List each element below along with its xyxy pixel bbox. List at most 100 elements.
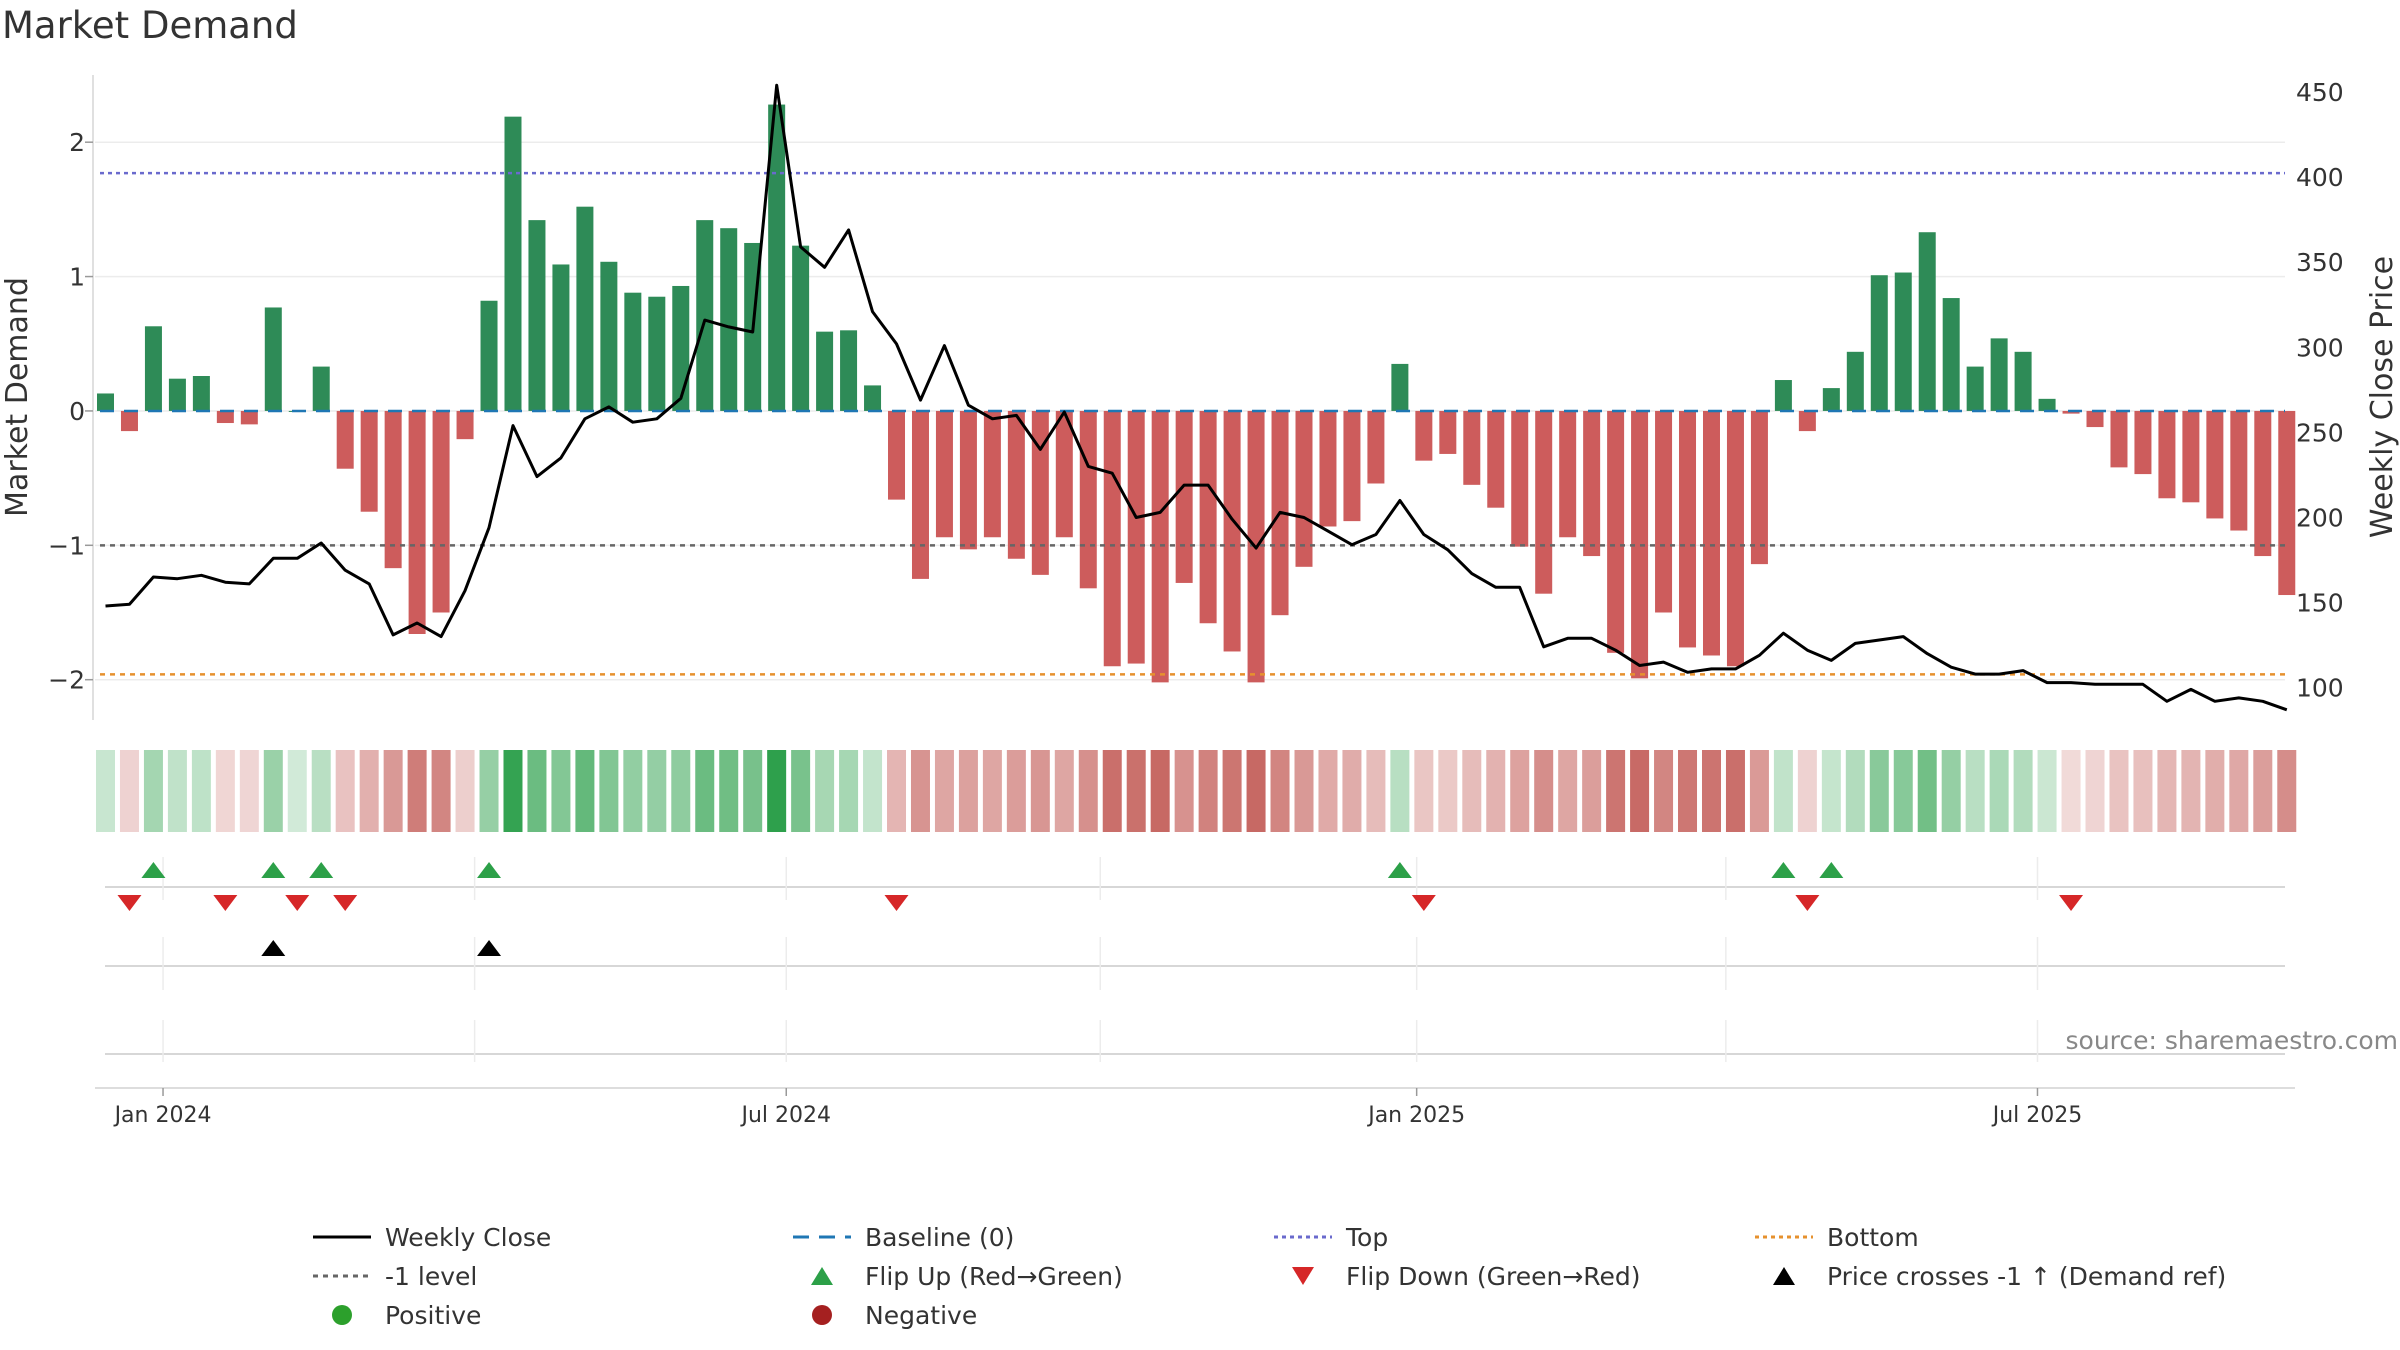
y-tick-label-right: 400 [2296,163,2344,192]
heat-cell [2277,750,2297,832]
heat-cell [1486,750,1506,832]
x-tick-label: Jul 2025 [1991,1103,2083,1128]
demand-bar-positive [720,228,738,411]
demand-bar-negative [1319,410,1337,527]
heat-cell [1821,750,1841,832]
demand-bar-negative [216,410,234,424]
legend-item-positive: Positive [332,1301,481,1330]
heat-cell [287,750,307,832]
heat-cell [1078,750,1098,832]
y-tick-label-left: 2 [69,128,85,157]
heat-cell [1414,750,1434,832]
demand-bar-negative [1655,410,1673,613]
heat-cell [1030,750,1050,832]
demand-bar-positive [1391,363,1409,411]
demand-bar-negative [2206,410,2224,519]
demand-bar-negative [240,410,258,425]
heat-cell [1869,750,1889,832]
demand-bar-negative [1199,410,1217,624]
demand-bar-negative [2062,410,2080,414]
flip-down-marker [333,895,358,911]
heat-cell [2253,750,2273,832]
legend-item-flip_down: Flip Down (Green→Red) [1292,1262,1641,1291]
demand-bar-positive [312,366,330,411]
heat-cell [96,750,115,832]
legend-item-minus_one: -1 level [313,1262,477,1291]
legend-label: Positive [385,1301,481,1330]
flip-up-marker [141,862,166,878]
demand-bar-positive [864,385,882,411]
heat-cell [1725,750,1745,832]
heat-cell [527,750,547,832]
demand-bar-negative [336,410,354,469]
demand-bar-negative [456,410,474,440]
heat-cell [1390,750,1410,832]
legend-label: Bottom [1827,1223,1919,1252]
heat-cell [239,750,259,832]
heat-cell [1893,750,1913,832]
demand-bar-negative [384,410,402,569]
heat-cell [1630,750,1650,832]
demand-bar-negative [1631,410,1649,679]
demand-bar-positive [624,292,642,411]
heat-cell [1773,750,1793,832]
heat-cell [839,750,859,832]
y-tick-label-right: 150 [2296,589,2344,618]
flip-down-marker [213,895,238,911]
demand-bar-negative [2134,410,2152,475]
demand-bar-positive [1822,388,1840,411]
demand-bar-negative [1535,410,1553,594]
legend-label: Negative [865,1301,977,1330]
heat-cell [263,750,283,832]
demand-bar-negative [1007,410,1025,559]
demand-bar-positive [792,245,810,411]
heat-cell [335,750,355,832]
heat-cell [695,750,715,832]
heat-cell [2061,750,2081,832]
heat-cell [1294,750,1314,832]
demand-bar-negative [2110,410,2128,468]
price-cross-marker [477,940,502,956]
legend-label: Baseline (0) [865,1223,1014,1252]
legend-label: Top [1345,1223,1388,1252]
y-tick-label-left: −1 [48,531,85,560]
flip-down-marker [1411,895,1436,911]
heat-cell [1270,750,1290,832]
demand-bar-positive [2014,351,2032,411]
heat-cell [1510,750,1530,832]
signal-markers [105,857,2285,1062]
heat-cell [815,750,835,832]
y-tick-label-left: 1 [69,263,85,292]
flip-up-marker [477,862,502,878]
demand-bar-negative [408,410,426,634]
heat-cell [1749,750,1769,832]
demand-bar-positive [480,300,498,411]
heat-cell [2037,750,2057,832]
demand-bar-negative [1607,410,1625,653]
y-tick-label-right: 350 [2296,248,2344,277]
heat-cell [2181,750,2201,832]
heat-cell [1845,750,1865,832]
y-tick-label-left: −2 [48,666,85,695]
legend-item-top: Top [1274,1223,1388,1252]
heat-cell [671,750,691,832]
heat-cell [1989,750,2009,832]
flip-down-marker [1795,895,1820,911]
heat-cell [1366,750,1386,832]
demand-bar-positive [1990,338,2008,411]
heat-cell [743,750,763,832]
legend-item-cross: Price crosses -1 ↑ (Demand ref) [1773,1262,2226,1291]
demand-bar-negative [1175,410,1193,583]
heat-cell [767,750,787,832]
demand-bar-positive [576,206,594,411]
demand-bar-negative [911,410,929,579]
demand-bar-negative [1223,410,1241,652]
demand-bar-positive [648,296,666,411]
flip-down-marker [884,895,909,911]
heat-cell [2085,750,2105,832]
demand-bar-negative [1487,410,1505,508]
heat-cell [1582,750,1602,832]
demand-bar-negative [1750,410,1768,565]
chart-title: Market Demand [2,4,298,47]
demand-bar-negative [1079,410,1097,589]
